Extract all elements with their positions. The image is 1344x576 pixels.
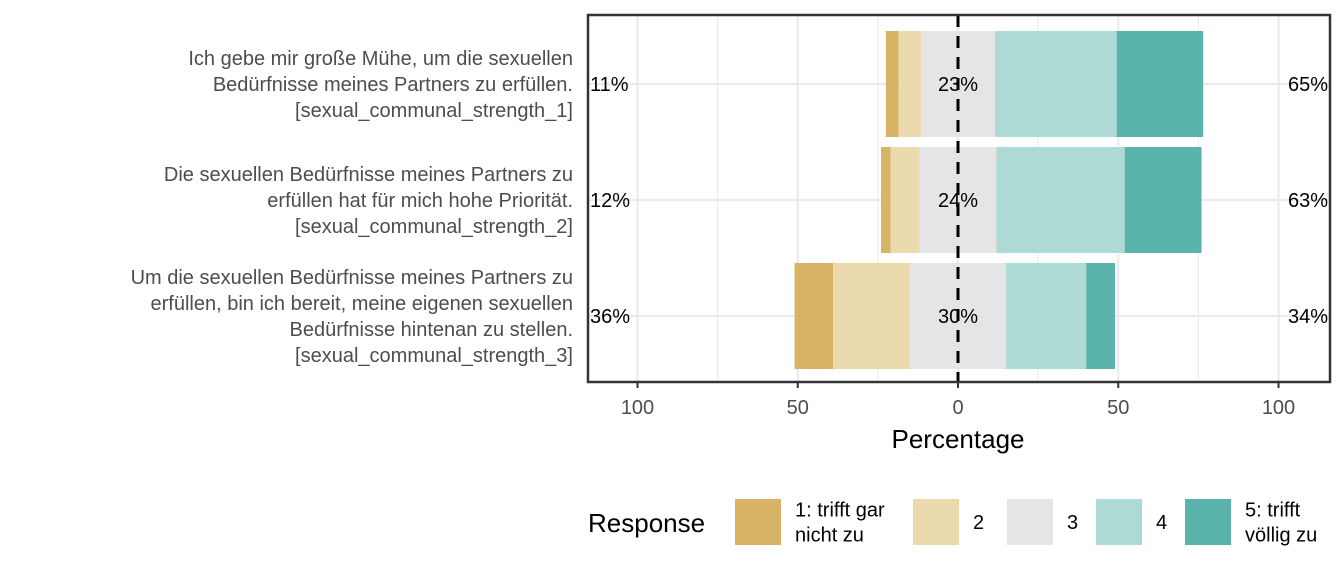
y-axis-label-line: [sexual_communal_strength_1] bbox=[295, 100, 573, 122]
legend-label-3: 3 bbox=[1067, 512, 1078, 534]
y-axis-label-line: erfüllen hat für mich hohe Priorität. bbox=[267, 190, 573, 212]
percent-label-low: 11% bbox=[590, 74, 629, 96]
legend-label-5: 5: trifft bbox=[1245, 500, 1301, 522]
x-axis-ticks: 100 50 0 50 100 bbox=[621, 382, 1295, 419]
x-tick-label: 0 bbox=[952, 397, 963, 419]
bar-segment-1-5 bbox=[1116, 31, 1204, 137]
bar-segment-3-4 bbox=[1006, 263, 1087, 369]
percent-label-high: 65% bbox=[1288, 74, 1328, 96]
legend-label-2: 2 bbox=[973, 512, 984, 534]
legend-label-1: 1: trifft gar bbox=[795, 500, 885, 522]
legend-key-3 bbox=[1007, 499, 1053, 545]
bar-segment-2-2 bbox=[890, 147, 920, 253]
legend-label-5: völlig zu bbox=[1245, 525, 1317, 547]
legend-title: Response bbox=[588, 508, 705, 538]
bar-segment-3-1 bbox=[794, 263, 834, 369]
legend-label-4: 4 bbox=[1156, 512, 1167, 534]
percent-label-mid: 24% bbox=[938, 190, 978, 212]
legend: Response 1: trifft gar nicht zu 2 3 4 5: trif… bbox=[588, 499, 1317, 547]
bar-segment-3-5 bbox=[1086, 263, 1116, 369]
x-tick-label: 50 bbox=[787, 397, 809, 419]
legend-label-1: nicht zu bbox=[795, 525, 864, 547]
bar-segment-3-2 bbox=[833, 263, 910, 369]
y-axis-label-line: Um die sexuellen Bedürfnisse meines Part… bbox=[131, 267, 573, 289]
bar-segment-2-5 bbox=[1124, 147, 1202, 253]
legend-key-4 bbox=[1096, 499, 1142, 545]
bars bbox=[794, 31, 1204, 369]
y-axis-label-line: [sexual_communal_strength_2] bbox=[295, 216, 573, 238]
legend-key-1 bbox=[735, 499, 781, 545]
bar-segment-1-2 bbox=[898, 31, 922, 137]
y-axis-labels: Ich gebe mir große Mühe, um die sexuelle… bbox=[131, 48, 573, 367]
y-axis-label-line: Ich gebe mir große Mühe, um die sexuelle… bbox=[188, 48, 573, 70]
percent-label-high: 34% bbox=[1288, 306, 1328, 328]
y-axis-label-line: Bedürfnisse hintenan zu stellen. bbox=[289, 319, 573, 341]
x-axis-title: Percentage bbox=[892, 424, 1025, 454]
legend-key-5 bbox=[1185, 499, 1231, 545]
x-tick-label: 50 bbox=[1107, 397, 1129, 419]
x-tick-label: 100 bbox=[1262, 397, 1295, 419]
y-axis-label-line: erfüllen, bin ich bereit, meine eigenen … bbox=[151, 293, 574, 315]
bar-segment-2-4 bbox=[996, 147, 1125, 253]
y-axis-label-line: Bedürfnisse meines Partners zu erfüllen. bbox=[213, 74, 573, 96]
legend-items: 1: trifft gar nicht zu 2 3 4 5: trifft völlig … bbox=[735, 499, 1317, 547]
y-axis-label-line: [sexual_communal_strength_3] bbox=[295, 345, 573, 367]
y-axis-label-line: Die sexuellen Bedürfnisse meines Partner… bbox=[164, 164, 573, 186]
percent-label-high: 63% bbox=[1288, 190, 1328, 212]
percent-labels: 11%23%65%12%24%63%36%30%34% bbox=[590, 74, 1328, 328]
legend-key-2 bbox=[913, 499, 959, 545]
bar-segment-1-4 bbox=[994, 31, 1117, 137]
percent-label-low: 36% bbox=[590, 306, 630, 328]
bar-segment-2-1 bbox=[881, 147, 891, 253]
bar-segment-1-1 bbox=[885, 31, 899, 137]
x-tick-label: 100 bbox=[621, 397, 654, 419]
percent-label-low: 12% bbox=[590, 190, 630, 212]
